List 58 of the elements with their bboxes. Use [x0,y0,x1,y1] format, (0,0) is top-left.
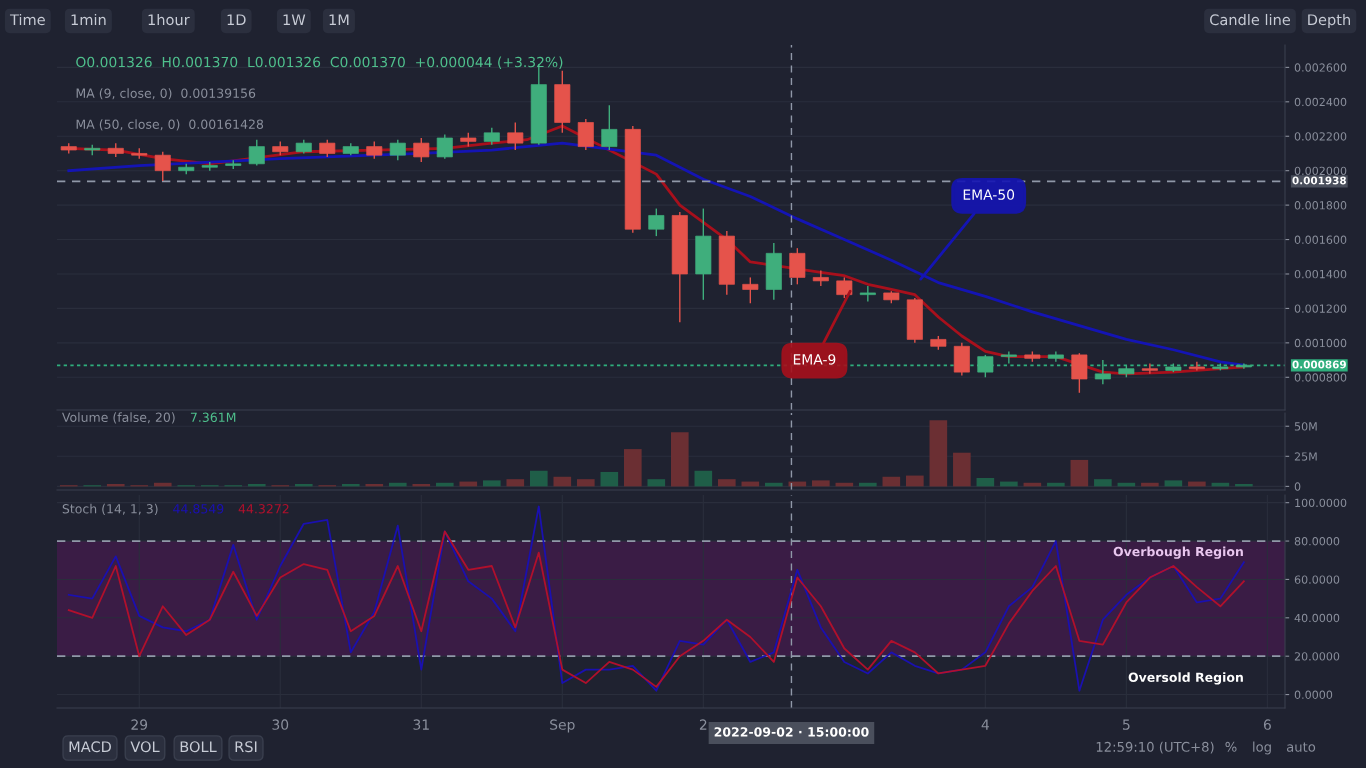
x-tick-label: 30 [272,719,289,730]
y-tick-label: 40.0000 [1294,613,1340,623]
annotation: Stoch (14, 1, 3) [62,503,158,516]
y-tick-label: 20.0000 [1294,652,1340,661]
y-tick-label: 0.001000 [1294,338,1347,348]
y-tick-label: 80.0000 [1294,537,1340,546]
text: MACD [69,741,111,753]
y-tick-label: 0.001200 [1294,304,1347,313]
text: auto [1286,742,1316,752]
y-tick-label: 0.002400 [1294,97,1347,107]
y-tick-label: 0.001400 [1294,269,1347,279]
x-tick-label: 2 [699,719,707,730]
annotation: MA (9, close, 0) 0.00139156 [76,88,256,100]
text: Candle line [1210,13,1291,26]
x-tick-label: 31 [413,719,429,730]
text: 1hour [148,13,190,26]
text: % [1225,741,1237,752]
annotation: EMA-50 [963,189,1015,200]
text: Depth [1308,13,1350,29]
annotation: EMA-9 [793,354,836,365]
y-tick-label: 0.0000 [1294,690,1333,699]
ref-line-label: 0.001938 [1292,176,1346,185]
x-tick-label: 29 [131,719,148,730]
ref-line-label: 0.000869 [1292,360,1346,369]
annotation: 7.361M [190,412,236,423]
x-tick-label: 5 [1123,719,1130,730]
text: log [1253,741,1271,755]
ref-line-label: 2022-09-02 · 15:00:00 [714,727,869,737]
y-tick-label: 0.002600 [1294,63,1347,72]
text: VOL [130,741,160,753]
annotation: Overbough Region [1113,546,1243,559]
text: 1D [227,14,246,26]
y-tick-label: 50M [1294,422,1317,431]
y-tick-label: 0.001800 [1294,201,1347,210]
annotation: 44.8549 [173,504,224,514]
text: 1M [329,14,349,26]
text: RSI [235,741,257,753]
y-tick-label: 0.000800 [1294,373,1347,382]
y-tick-label: 0.001600 [1294,235,1347,244]
annotation: Volume (false, 20) [62,412,175,424]
text: 12:59:10 (UTC+8) [1096,741,1214,754]
annotation: O0.001326 H0.001370 L0.001326 C0.001370 +0.000044 (+3.32%) [76,56,563,69]
x-tick-label: Sep [550,719,575,733]
x-tick-label: 4 [981,719,989,730]
y-tick-label: 0.002200 [1294,132,1347,141]
text: 1W [283,14,306,26]
x-tick-label: 6 [1263,719,1271,730]
y-tick-label: 0 [1294,482,1301,491]
text: 1min [71,13,106,26]
annotation: Oversold Region [1128,672,1243,685]
y-tick-label: 0.002000 [1294,166,1347,176]
y-tick-label: 25M [1294,452,1317,461]
annotation: MA (50, close, 0) 0.00161428 [76,119,264,131]
y-tick-label: 100.0000 [1295,498,1347,508]
text: Time [9,13,45,26]
annotation: 44.3272 [238,504,289,514]
text: BOLL [180,741,217,753]
y-tick-label: 60.0000 [1294,575,1340,584]
